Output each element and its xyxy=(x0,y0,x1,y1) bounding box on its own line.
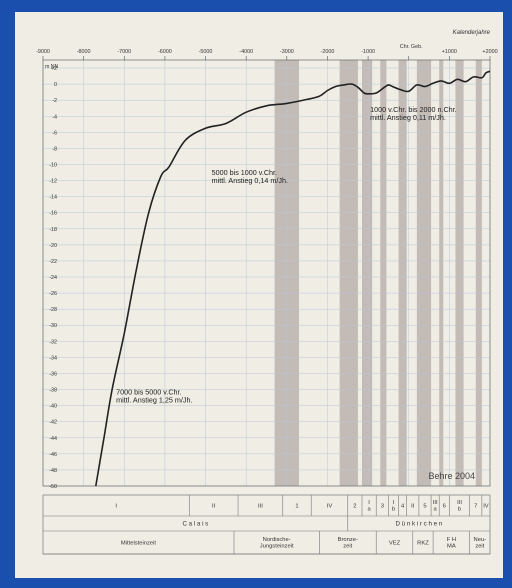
phase-label: I xyxy=(115,504,117,510)
phase-label: a xyxy=(367,507,371,513)
shaded-period xyxy=(475,60,482,486)
phase-label: b xyxy=(392,507,395,513)
y-tick-label: -32 xyxy=(49,339,57,345)
x-axis-title: Kalenderjahre xyxy=(453,30,491,36)
phase-label: b xyxy=(458,507,461,513)
phase-label: 7 xyxy=(474,504,477,510)
y-tick-label: -2 xyxy=(52,98,57,104)
y-tick-label: -14 xyxy=(49,195,57,201)
y-tick-label: -40 xyxy=(49,404,57,410)
x-tick-label: +2000 xyxy=(482,49,497,55)
phase-label: IV xyxy=(327,504,333,510)
x-tick-label: -8000 xyxy=(77,49,91,55)
credit-label: Behre 2004 xyxy=(428,471,475,481)
y-tick-label: -28 xyxy=(49,307,57,313)
annotation-text: mittl. Anstieg 0,11 m/Jh. xyxy=(370,113,446,122)
shaded-period xyxy=(339,60,358,486)
phase-label: 1 xyxy=(295,504,298,510)
phase-label: I xyxy=(368,500,370,506)
phase-label: III xyxy=(258,504,263,510)
x-tick-label: -6000 xyxy=(158,49,172,55)
annotation-text: mittl. Anstieg 1,25 m/Jh. xyxy=(116,395,192,404)
y-tick-label: -18 xyxy=(49,227,57,233)
x-tick-label: -4000 xyxy=(239,49,253,55)
phase-label: MA xyxy=(447,544,456,550)
phase-label: a xyxy=(434,507,438,513)
phase-label: D ü n k i r c h e n xyxy=(395,521,442,528)
phase-label: RKZ xyxy=(417,541,429,547)
sea-level-curve xyxy=(95,70,491,487)
shaded-period xyxy=(416,60,432,486)
x-tick-label: Geb. xyxy=(411,44,423,50)
phase-label: 6 xyxy=(443,504,446,510)
y-tick-label: -30 xyxy=(49,323,57,329)
annotation-text: 1000 v.Chr. bis 2000 n.Chr. xyxy=(370,105,457,114)
x-tick-label: -3000 xyxy=(280,49,294,55)
y-tick-label: -26 xyxy=(49,291,57,297)
phase-label: F H xyxy=(447,537,456,543)
y-tick-label: -16 xyxy=(49,211,57,217)
shaded-period xyxy=(398,60,407,486)
phase-label: III xyxy=(433,500,438,506)
phase-label: 2 xyxy=(353,504,356,510)
phase-label: 3 xyxy=(381,504,384,510)
plot-frame xyxy=(42,59,491,487)
y-tick-label: -22 xyxy=(49,259,57,265)
y-axis-title: m NN xyxy=(45,64,59,70)
chart-panel: Kalenderjahre m NN -9000 -8000 -7000 -6000 -… xyxy=(15,12,503,578)
phase-label: zeit xyxy=(475,544,484,550)
phase-label: II xyxy=(411,504,415,510)
y-tick-label: -48 xyxy=(49,468,57,474)
phase-label: 4 xyxy=(401,504,405,510)
x-tick-label: -1000 xyxy=(361,49,375,55)
phase-label: 5 xyxy=(423,504,426,510)
phase-label: zeit xyxy=(343,544,352,550)
annotation-text: mittl. Anstieg 0,14 m/Jh. xyxy=(212,176,288,185)
y-tick-label: -46 xyxy=(49,452,57,458)
x-tick-label: -2000 xyxy=(321,49,335,55)
y-tick-label: -44 xyxy=(49,436,57,442)
phase-label: I xyxy=(393,500,395,506)
x-tick-label: Chr. xyxy=(400,44,410,50)
x-tick-label: +1000 xyxy=(442,49,457,55)
y-tick-label: -12 xyxy=(49,179,57,185)
shaded-period xyxy=(439,60,444,486)
phase-label: III xyxy=(457,500,462,506)
shaded-period xyxy=(455,60,464,486)
y-tick-label: 0 xyxy=(54,82,57,88)
phase-label: Nordische- xyxy=(263,537,291,543)
phase-label: Neu- xyxy=(474,537,487,543)
x-tick-label: -5000 xyxy=(199,49,213,55)
y-tick-label: -50 xyxy=(49,484,57,490)
annotation-text: 5000 bis 1000 v.Chr. xyxy=(212,168,277,177)
y-tick-label: -10 xyxy=(49,162,57,168)
phase-label: IV xyxy=(483,504,489,510)
y-tick-label: -4 xyxy=(52,114,57,120)
y-tick-label: -34 xyxy=(49,355,57,361)
x-tick-label: -7000 xyxy=(117,49,131,55)
phase-label: C a l a i s xyxy=(182,521,208,528)
phase-label: VEZ xyxy=(389,541,401,547)
shaded-period xyxy=(380,60,387,486)
phase-label: Jungsteinzeit xyxy=(260,544,294,550)
y-tick-label: -8 xyxy=(52,146,57,152)
phase-label: II xyxy=(212,504,216,510)
y-tick-label: -36 xyxy=(49,371,57,377)
sea-level-chart: Kalenderjahre m NN -9000 -8000 -7000 -6000 -… xyxy=(36,30,498,555)
y-tick-label: -38 xyxy=(49,388,57,394)
annotation-text: 7000 bis 5000 v.Chr. xyxy=(116,387,181,396)
shaded-period xyxy=(361,60,373,486)
x-tick-label: -9000 xyxy=(36,49,50,55)
y-tick-label: +2 xyxy=(51,66,57,72)
y-tick-label: -20 xyxy=(49,243,57,249)
y-tick-label: -6 xyxy=(52,130,57,136)
phase-label: Bronze- xyxy=(338,537,358,543)
phase-label: Mittelsteinzeit xyxy=(121,541,157,547)
y-tick-label: -42 xyxy=(49,420,57,426)
y-tick-label: -24 xyxy=(49,275,57,281)
